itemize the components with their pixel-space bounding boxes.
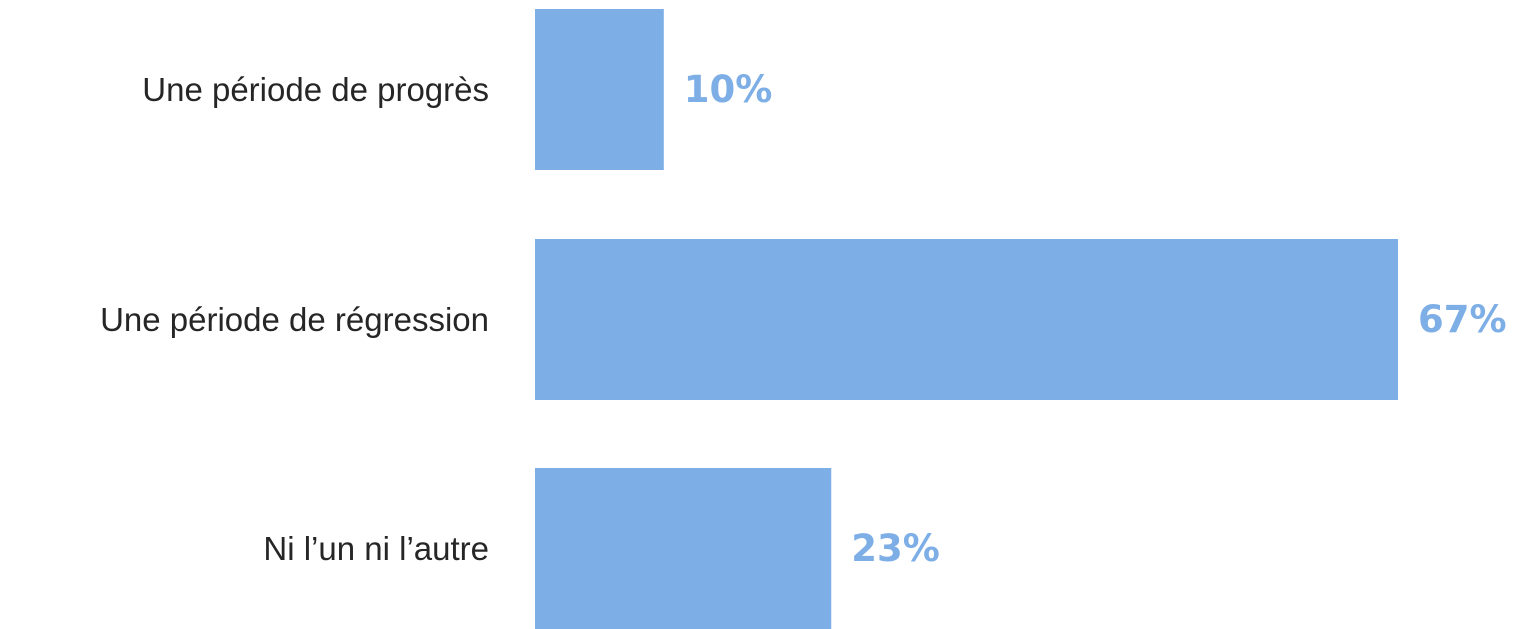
bar	[535, 9, 664, 170]
bar	[535, 468, 832, 629]
bar	[535, 239, 1398, 400]
bar-group: Ni l’un ni l’autre 23%	[263, 468, 940, 629]
bar-group: Une période de régression 67%	[100, 239, 1507, 400]
category-label: Une période de progrès	[142, 71, 489, 108]
value-label: 10%	[684, 68, 773, 111]
value-label: 23%	[851, 527, 940, 570]
bar-group: Une période de progrès 10%	[142, 9, 772, 170]
category-label: Ni l’un ni l’autre	[263, 530, 489, 567]
category-label: Une période de régression	[100, 301, 489, 338]
value-label: 67%	[1418, 298, 1507, 341]
